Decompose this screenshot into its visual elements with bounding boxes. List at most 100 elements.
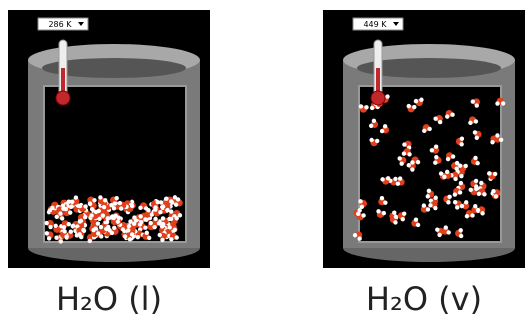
hydrogen-atom — [487, 171, 491, 175]
hydrogen-atom — [169, 217, 173, 221]
hydrogen-atom — [442, 175, 446, 179]
hydrogen-atom — [490, 140, 494, 144]
hydrogen-atom — [356, 212, 360, 216]
hydrogen-atom — [169, 199, 173, 203]
hydrogen-atom — [360, 205, 364, 209]
hydrogen-atom — [50, 206, 54, 210]
hydrogen-atom — [96, 221, 100, 225]
hydrogen-atom — [128, 219, 132, 223]
hydrogen-atom — [380, 129, 384, 133]
hydrogen-atom — [136, 235, 140, 239]
hydrogen-atom — [410, 160, 414, 164]
hydrogen-atom — [178, 213, 182, 217]
hydrogen-atom — [396, 182, 400, 186]
hydrogen-atom — [445, 170, 449, 174]
hydrogen-atom — [152, 225, 156, 229]
hydrogen-atom — [130, 232, 134, 236]
hydrogen-atom — [451, 154, 455, 158]
hydrogen-atom — [464, 200, 468, 204]
hydrogen-atom — [361, 213, 365, 217]
hydrogen-atom — [161, 204, 165, 208]
hydrogen-atom — [453, 200, 457, 204]
hydrogen-atom — [438, 120, 442, 124]
hydrogen-atom — [357, 236, 361, 240]
hydrogen-atom — [474, 179, 478, 183]
hydrogen-atom — [147, 236, 151, 240]
hydrogen-atom — [55, 215, 59, 219]
hydrogen-atom — [416, 160, 420, 164]
hydrogen-atom — [470, 213, 474, 217]
hydrogen-atom — [435, 228, 439, 232]
hydrogen-atom — [501, 101, 505, 105]
hydrogen-atom — [359, 104, 363, 108]
hydrogen-atom — [94, 210, 98, 214]
hydrogen-atom — [174, 216, 178, 220]
hydrogen-atom — [160, 238, 164, 242]
hydrogen-atom — [399, 162, 403, 166]
hydrogen-atom — [495, 101, 499, 105]
hydrogen-atom — [427, 189, 431, 193]
hydrogen-atom — [88, 239, 92, 243]
hydrogen-atom — [446, 157, 450, 161]
hydrogen-atom — [375, 139, 379, 143]
hydrogen-atom — [446, 200, 450, 204]
hydrogen-atom — [473, 130, 477, 134]
hydrogen-atom — [67, 222, 71, 226]
hydrogen-atom — [44, 221, 48, 225]
hydrogen-atom — [62, 229, 66, 233]
hydrogen-atom — [64, 234, 68, 238]
hydrogen-atom — [173, 228, 177, 232]
hydrogen-atom — [459, 234, 463, 238]
hydrogen-atom — [372, 119, 376, 123]
thermometer-bulb — [56, 91, 70, 105]
hydrogen-atom — [153, 217, 157, 221]
page: 286 KH₂O (l)449 KH₂O (v) — [0, 0, 526, 327]
hydrogen-atom — [460, 136, 464, 140]
hydrogen-atom — [458, 190, 462, 194]
hydrogen-atom — [433, 117, 437, 121]
hydrogen-atom — [110, 231, 114, 235]
hydrogen-atom — [491, 189, 495, 193]
temperature-value: 286 K — [48, 20, 72, 29]
hydrogen-atom — [369, 138, 373, 142]
panel-caption: H₂O (l) — [0, 280, 219, 318]
hydrogen-atom — [106, 216, 110, 220]
hydrogen-atom — [393, 177, 397, 181]
container-interior — [359, 86, 501, 242]
hydrogen-atom — [161, 216, 165, 220]
hydrogen-atom — [132, 222, 136, 226]
hydrogen-atom — [407, 104, 411, 108]
hydrogen-atom — [434, 155, 438, 159]
hydrogen-atom — [380, 177, 384, 181]
hydrogen-atom — [143, 217, 147, 221]
hydrogen-atom — [128, 237, 132, 241]
hydrogen-atom — [62, 225, 66, 229]
hydrogen-atom — [158, 210, 162, 214]
hydrogen-atom — [45, 231, 49, 235]
hydrogen-atom — [464, 164, 468, 168]
hydrogen-atom — [103, 198, 107, 202]
hydrogen-atom — [78, 204, 82, 208]
hydrogen-atom — [69, 230, 73, 234]
hydrogen-atom — [471, 99, 475, 103]
hydrogen-atom — [434, 196, 438, 200]
hydrogen-atom — [47, 236, 51, 240]
hydrogen-atom — [419, 98, 423, 102]
hydrogen-atom — [61, 206, 65, 210]
simulation-panel: 286 K — [8, 10, 210, 268]
hydrogen-atom — [70, 200, 74, 204]
hydrogen-atom — [434, 144, 438, 148]
hydrogen-atom — [385, 94, 389, 98]
hydrogen-atom — [81, 228, 85, 232]
simulation-panel: 449 K — [323, 10, 525, 268]
hydrogen-atom — [165, 208, 169, 212]
hydrogen-atom — [476, 208, 480, 212]
hydrogen-atom — [422, 129, 426, 133]
hydrogen-atom — [138, 206, 142, 210]
hydrogen-atom — [450, 113, 454, 117]
hydrogen-atom — [402, 142, 406, 146]
hydrogen-atom — [153, 205, 157, 209]
hydrogen-atom — [397, 156, 401, 160]
hydrogen-atom — [494, 194, 498, 198]
hydrogen-atom — [58, 211, 62, 215]
